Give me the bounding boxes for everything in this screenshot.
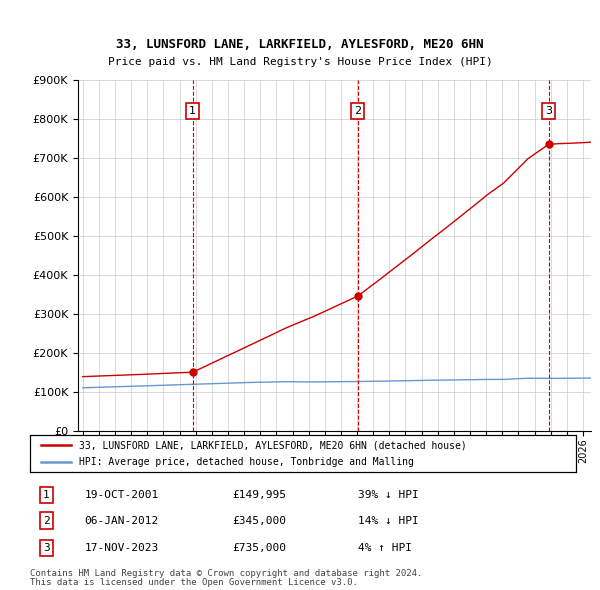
Text: 4% ↑ HPI: 4% ↑ HPI — [358, 543, 412, 553]
Text: £149,995: £149,995 — [232, 490, 286, 500]
Text: 2: 2 — [43, 516, 50, 526]
Text: 33, LUNSFORD LANE, LARKFIELD, AYLESFORD, ME20 6HN (detached house): 33, LUNSFORD LANE, LARKFIELD, AYLESFORD,… — [79, 440, 467, 450]
Text: 17-NOV-2023: 17-NOV-2023 — [85, 543, 159, 553]
Text: Contains HM Land Registry data © Crown copyright and database right 2024.: Contains HM Land Registry data © Crown c… — [30, 569, 422, 578]
Text: 3: 3 — [545, 106, 552, 116]
Text: £345,000: £345,000 — [232, 516, 286, 526]
Text: 14% ↓ HPI: 14% ↓ HPI — [358, 516, 418, 526]
Text: Price paid vs. HM Land Registry's House Price Index (HPI): Price paid vs. HM Land Registry's House … — [107, 57, 493, 67]
Text: 33, LUNSFORD LANE, LARKFIELD, AYLESFORD, ME20 6HN: 33, LUNSFORD LANE, LARKFIELD, AYLESFORD,… — [116, 38, 484, 51]
Text: 19-OCT-2001: 19-OCT-2001 — [85, 490, 159, 500]
Text: 1: 1 — [189, 106, 196, 116]
Text: This data is licensed under the Open Government Licence v3.0.: This data is licensed under the Open Gov… — [30, 578, 358, 588]
Text: 39% ↓ HPI: 39% ↓ HPI — [358, 490, 418, 500]
Text: 06-JAN-2012: 06-JAN-2012 — [85, 516, 159, 526]
Text: 3: 3 — [43, 543, 50, 553]
Text: HPI: Average price, detached house, Tonbridge and Malling: HPI: Average price, detached house, Tonb… — [79, 457, 414, 467]
Text: 2: 2 — [354, 106, 361, 116]
Text: £735,000: £735,000 — [232, 543, 286, 553]
Text: 1: 1 — [43, 490, 50, 500]
